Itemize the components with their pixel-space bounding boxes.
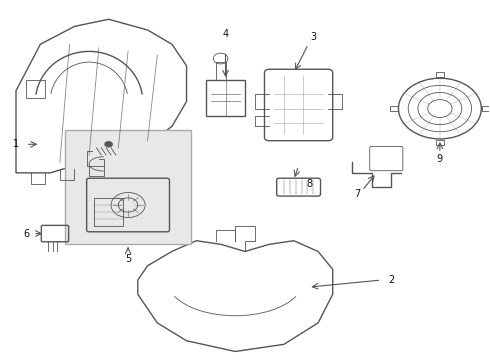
Text: 7: 7 [354,189,360,199]
Bar [206,80,245,116]
Text: 4: 4 [222,28,228,39]
Circle shape [105,141,113,147]
Bar [390,106,397,111]
Text: 8: 8 [306,179,312,189]
Text: 1: 1 [13,139,19,149]
Text: 5: 5 [125,253,131,264]
Text: 3: 3 [310,32,316,42]
FancyBboxPatch shape [65,130,192,244]
Text: 9: 9 [437,154,443,163]
Bar [436,72,444,77]
Bar [26,80,45,98]
Bar [436,140,444,145]
Text: 6: 6 [24,229,30,239]
Text: 2: 2 [388,275,394,285]
Bar [482,106,490,111]
Bar [94,198,123,226]
